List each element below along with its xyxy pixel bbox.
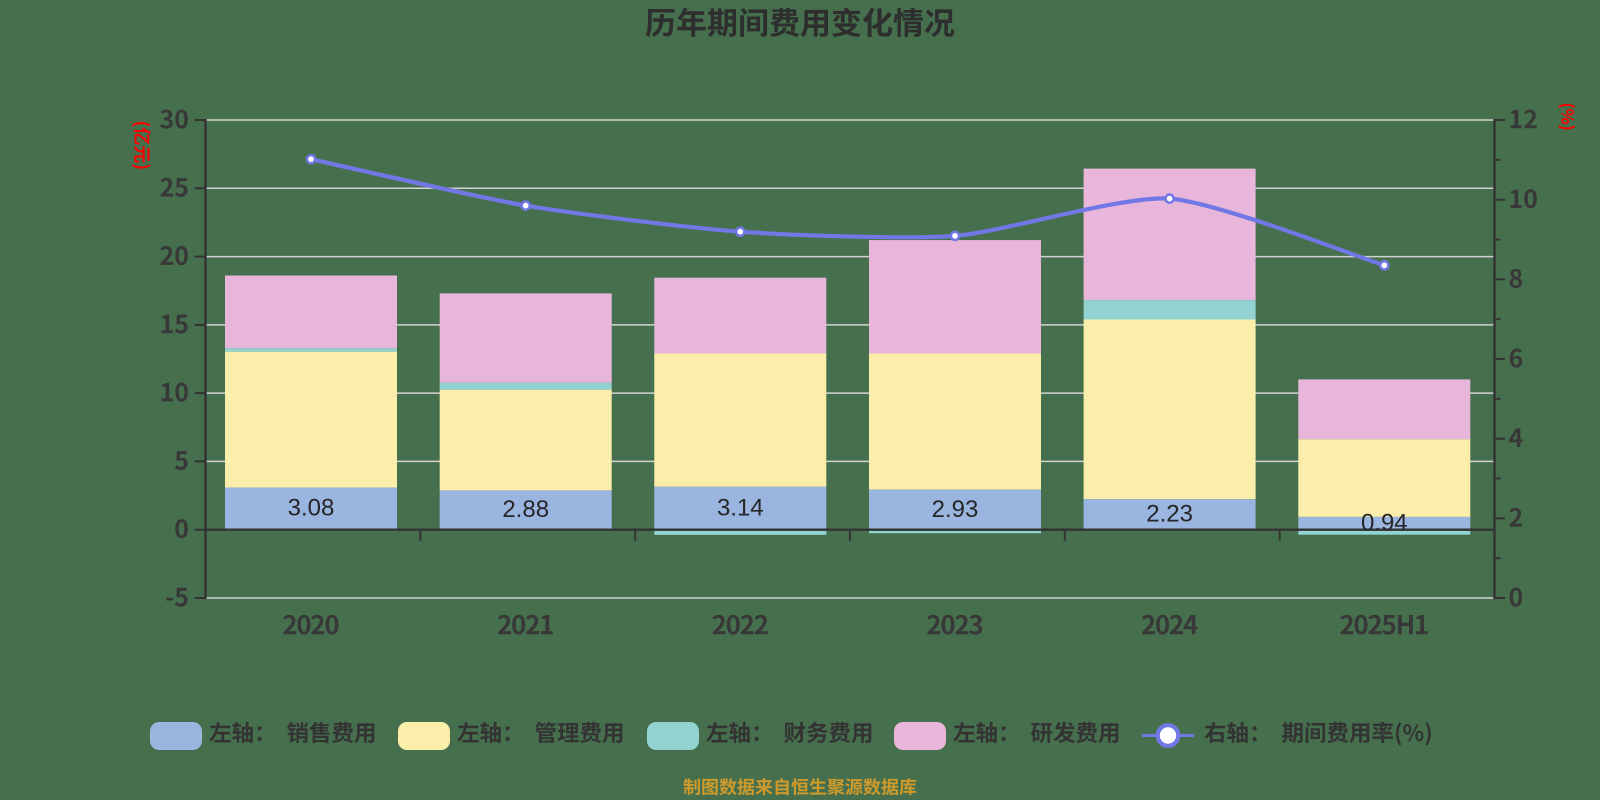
svg-text:2.88: 2.88 bbox=[502, 496, 549, 523]
svg-text:2.23: 2.23 bbox=[1146, 501, 1193, 528]
svg-text:3.08: 3.08 bbox=[288, 495, 335, 522]
svg-text:0.94: 0.94 bbox=[1361, 509, 1408, 536]
svg-text:3.14: 3.14 bbox=[717, 494, 764, 521]
svg-text:2.93: 2.93 bbox=[932, 496, 979, 523]
